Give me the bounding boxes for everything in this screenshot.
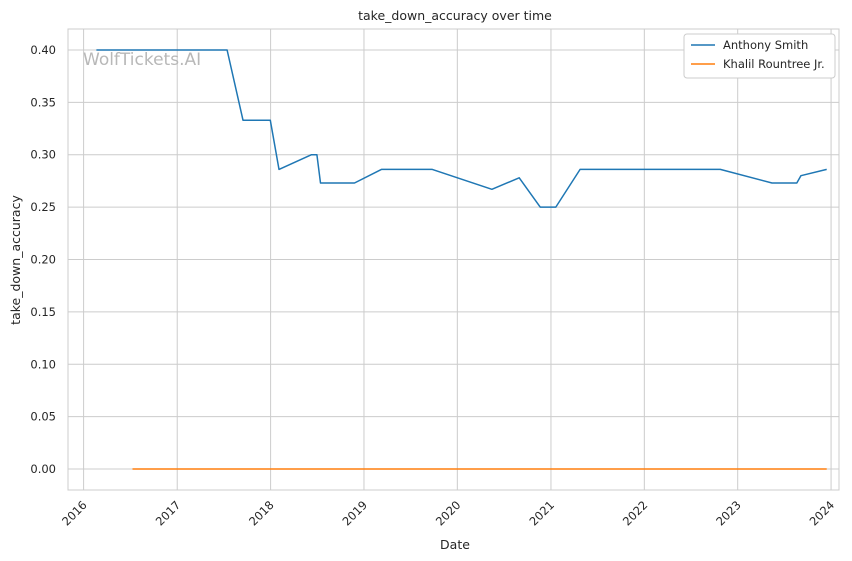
x-tick-label: 2017 <box>153 498 184 529</box>
x-tick-labels: 2016 2017 2018 2019 2020 2021 2022 2023 2024 <box>59 498 837 529</box>
y-tick-label: 0.10 <box>30 357 56 371</box>
watermark-text: WolfTickets.AI <box>83 50 201 70</box>
y-tick-label: 0.00 <box>30 462 56 476</box>
x-tick-label: 2016 <box>59 498 90 529</box>
legend-box <box>683 33 836 79</box>
y-tick-label: 0.25 <box>30 200 56 214</box>
x-tick-label: 2020 <box>433 498 464 529</box>
legend: Anthony Smith Khalil Rountree Jr. <box>683 33 836 79</box>
y-tick-label: 0.20 <box>30 253 56 267</box>
chart-title: take_down_accuracy over time <box>358 8 552 23</box>
series-line-anthony-smith <box>96 49 827 208</box>
y-tick-label: 0.15 <box>30 305 56 319</box>
x-axis-label: Date <box>440 537 470 552</box>
y-tick-label: 0.40 <box>30 43 56 57</box>
y-tick-label: 0.30 <box>30 148 56 162</box>
x-tick-label: 2019 <box>339 498 370 529</box>
y-axis-label: take_down_accuracy <box>8 195 23 325</box>
y-tick-label: 0.35 <box>30 95 56 109</box>
x-tick-label: 2018 <box>246 498 277 529</box>
y-tick-label: 0.05 <box>30 410 56 424</box>
legend-label-anthony-smith: Anthony Smith <box>723 38 808 52</box>
legend-label-khalil-rountree: Khalil Rountree Jr. <box>723 57 825 71</box>
y-tick-labels: 0.00 0.05 0.10 0.15 0.20 0.25 0.30 0.35 0.40 <box>30 43 56 476</box>
x-tick-label: 2023 <box>713 498 744 529</box>
x-tick-label: 2024 <box>807 498 838 529</box>
series-lines <box>96 49 827 470</box>
x-tick-label: 2022 <box>620 498 651 529</box>
x-tick-label: 2021 <box>526 498 557 529</box>
